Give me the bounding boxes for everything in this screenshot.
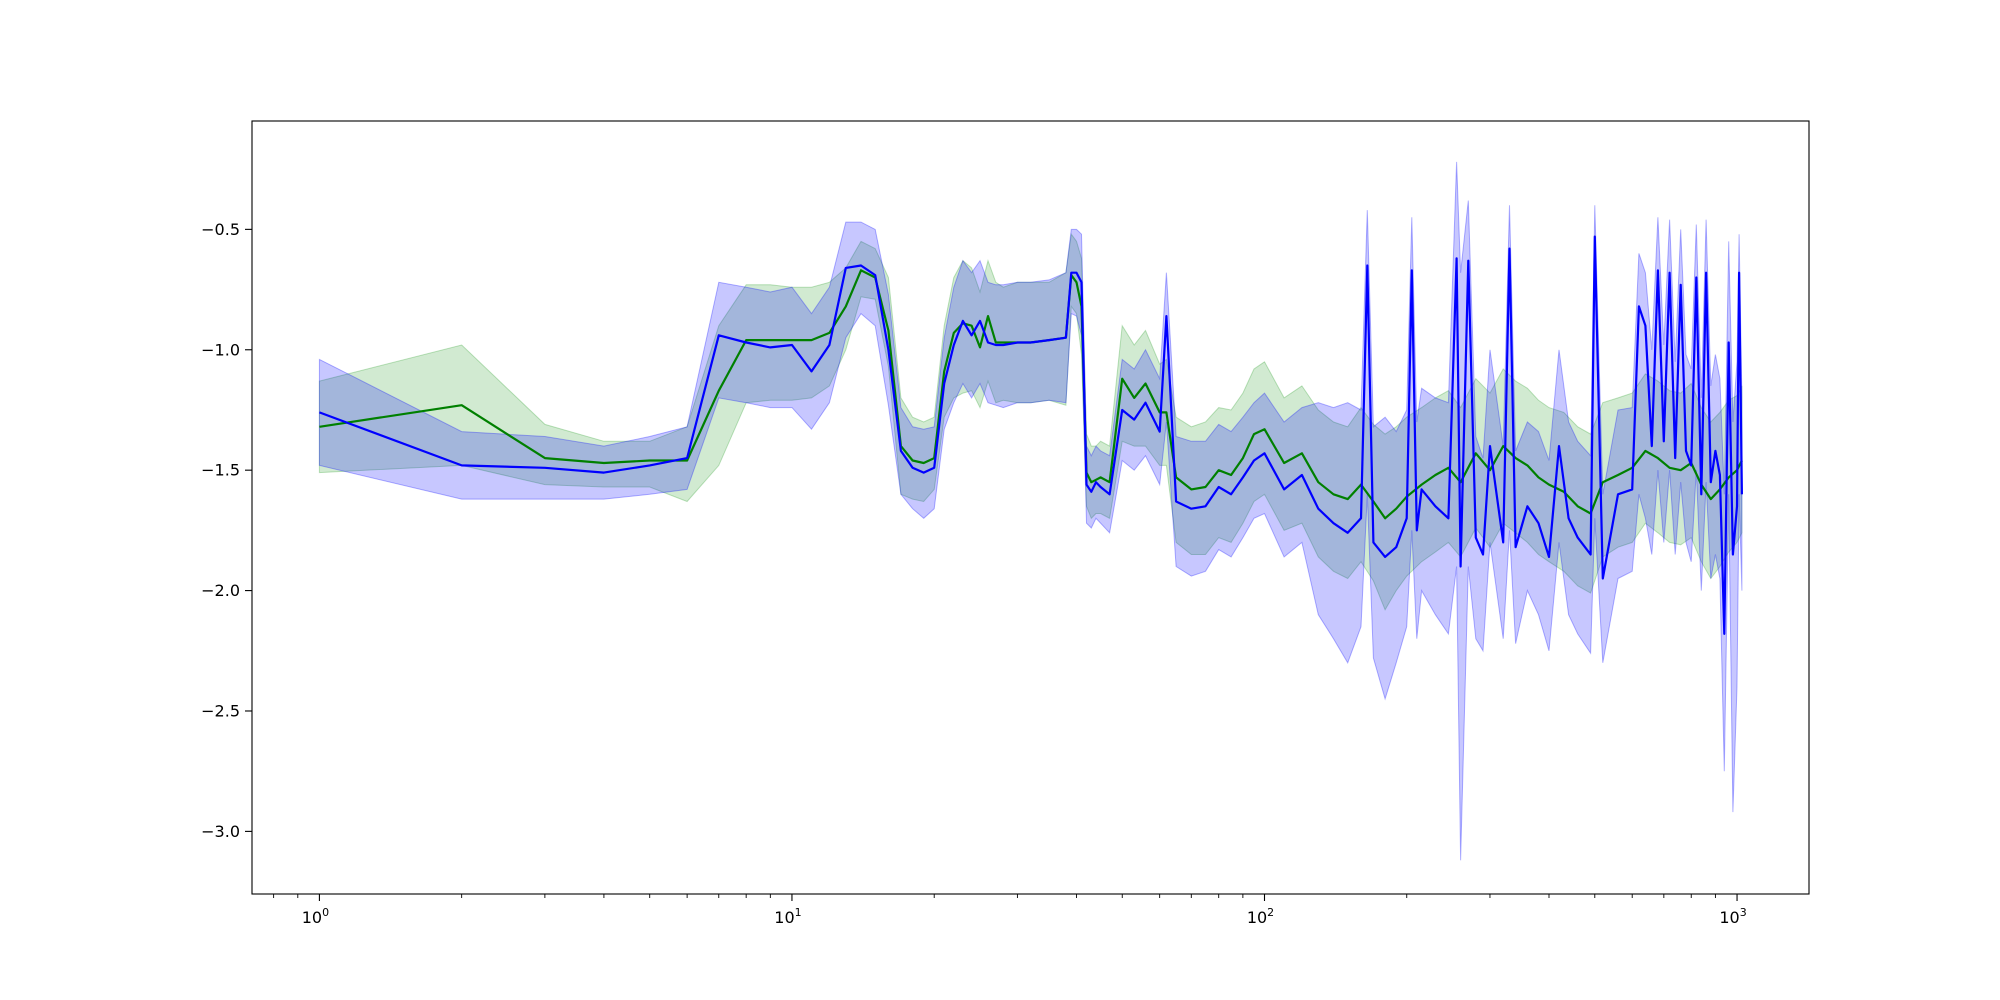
x-tick-label: 100 (302, 906, 329, 927)
series-2-line (319, 235, 1743, 636)
x-tick-label: 103 (1719, 906, 1746, 927)
series-2-band (318, 161, 1743, 861)
y-tick-label: −2.5 (201, 701, 240, 720)
x-axis: 100 101 102 103 (273, 894, 1747, 927)
x-tick-label: 102 (1247, 906, 1274, 927)
y-tick-label: −0.5 (201, 220, 240, 239)
x-tick-label: 101 (774, 906, 801, 927)
plot-frame (251, 120, 1810, 895)
y-tick-label: −3.0 (201, 822, 240, 841)
y-tick-label: −1.0 (201, 340, 240, 359)
y-axis: −0.5 −1.0 −1.5 −2.0 −2.5 −3.0 (201, 220, 252, 841)
series-1-line (319, 269, 1743, 520)
y-tick-label: −1.5 (201, 461, 240, 480)
series-lines-layer (319, 235, 1743, 636)
y-tick-label: −2.0 (201, 581, 240, 600)
